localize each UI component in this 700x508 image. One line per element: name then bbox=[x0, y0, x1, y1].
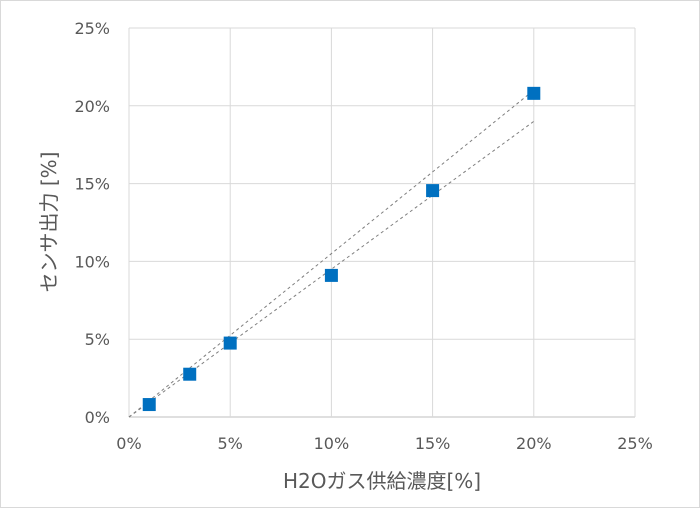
y-tick-label: 15% bbox=[74, 175, 110, 194]
data-point bbox=[324, 268, 338, 282]
data-point bbox=[223, 336, 237, 350]
x-tick-label: 10% bbox=[314, 434, 350, 453]
y-tick-label: 5% bbox=[85, 330, 110, 349]
dashed-reference-line bbox=[128, 89, 535, 418]
x-tick-label: 5% bbox=[218, 434, 243, 453]
data-point bbox=[142, 398, 156, 412]
data-point bbox=[426, 184, 440, 198]
data-point bbox=[527, 86, 541, 100]
y-tick-label: 20% bbox=[74, 97, 110, 116]
x-tick-label: 15% bbox=[415, 434, 451, 453]
x-axis-title: H2Oガス供給濃度[%] bbox=[283, 469, 481, 493]
data-point bbox=[183, 367, 197, 381]
reference-lines bbox=[128, 89, 535, 418]
tick-labels: 0% 5% 10% 15% 20% 25% 0% 5% 10% 15% 20% 25% bbox=[74, 19, 652, 453]
grid-lines bbox=[128, 27, 636, 418]
x-tick-label: 25% bbox=[617, 434, 653, 453]
y-tick-label: 10% bbox=[74, 252, 110, 271]
y-tick-label: 25% bbox=[74, 19, 110, 38]
x-tick-label: 20% bbox=[516, 434, 552, 453]
data-points bbox=[142, 86, 541, 412]
y-tick-label: 0% bbox=[85, 408, 110, 427]
x-tick-label: 0% bbox=[116, 434, 141, 453]
y-axis-title: センサ出力 [%] bbox=[37, 152, 61, 293]
